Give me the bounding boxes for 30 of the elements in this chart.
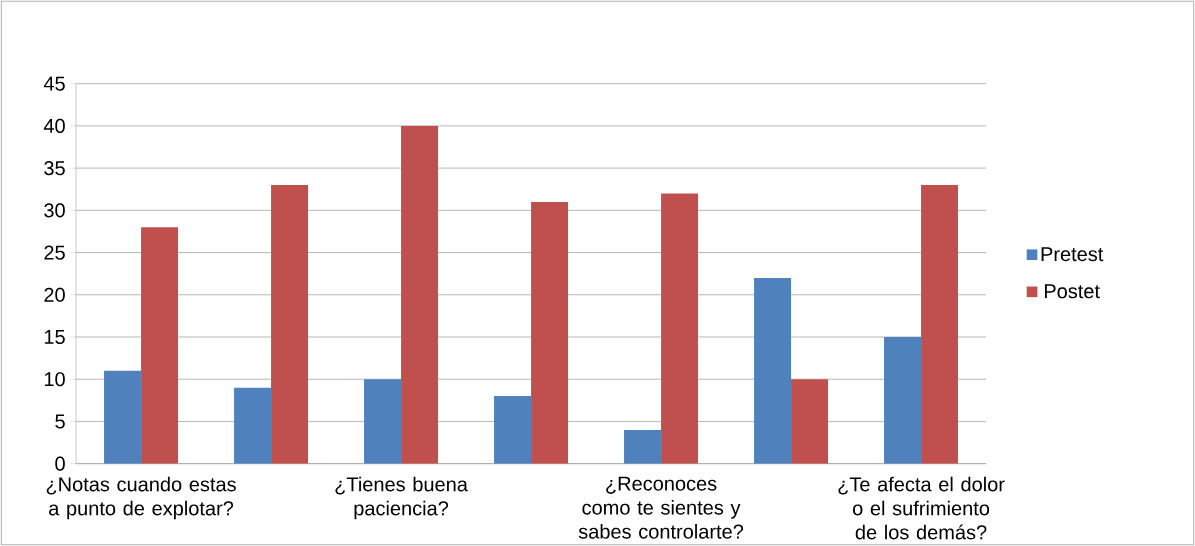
bar — [271, 185, 309, 464]
bar — [141, 227, 179, 464]
bar — [234, 387, 272, 464]
y-tick-label: 10 — [44, 372, 65, 387]
y-tick-label: 5 — [55, 414, 65, 429]
y-tick-label: 45 — [43, 76, 65, 91]
bar — [401, 125, 439, 464]
bar — [791, 379, 829, 464]
y-tick-label: 0 — [55, 456, 65, 471]
bar — [104, 370, 142, 464]
y-tick-label: 20 — [44, 287, 65, 302]
bar — [921, 185, 959, 464]
bar — [661, 193, 699, 464]
bar — [754, 277, 792, 464]
y-tick-label: 30 — [44, 203, 65, 218]
bar — [494, 396, 532, 464]
y-tick-label: 40 — [43, 118, 65, 133]
bar — [531, 201, 569, 464]
y-tick-label: 25 — [44, 245, 65, 260]
x-tick-label: ¿Reconoces como te sientes y sabes controlarte? — [578, 476, 744, 539]
x-tick-label: ¿Te afecta el dolor o el sufrimiento de los demás? — [838, 476, 1005, 540]
x-tick-label: ¿Notas cuando estas a punto de explotar? — [46, 476, 236, 520]
bar — [624, 429, 662, 464]
legend-label: Postet — [1044, 284, 1100, 299]
y-tick-label: 15 — [44, 330, 65, 344]
bar — [364, 379, 402, 464]
bar — [884, 337, 922, 464]
legend-label: Pretest — [1041, 247, 1104, 262]
x-tick-label: ¿Tienes buena paciencia? — [335, 476, 468, 520]
y-tick-label: 35 — [44, 161, 65, 176]
